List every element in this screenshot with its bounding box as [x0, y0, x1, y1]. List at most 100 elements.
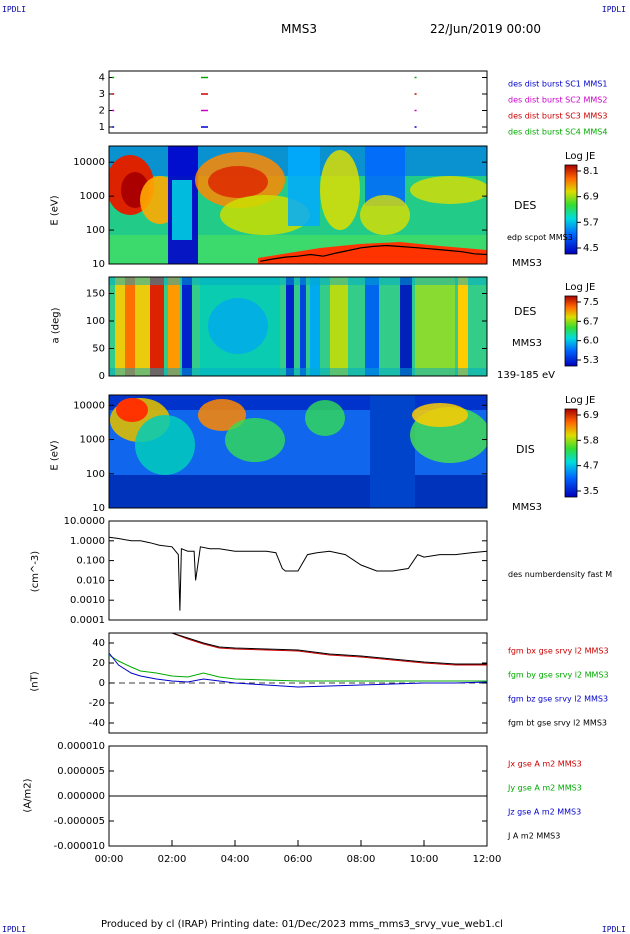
spacecraft-title: MMS3: [281, 22, 317, 36]
dis-energy-y-axis: 10 100 1000 10000: [73, 400, 487, 514]
des-pitch-y-axis: 0 50 100 150: [86, 289, 487, 382]
des-y-tick-label: 1000: [80, 191, 105, 202]
des-y-tick-label: 100: [86, 225, 105, 236]
dis-y-tick-label: 100: [86, 469, 105, 480]
pa-y-tick-label: 50: [92, 344, 105, 355]
bfield-series-line: [108, 654, 487, 682]
dis-y-tick-label: 1000: [80, 435, 105, 446]
dis_energy-colorbar: [564, 408, 578, 498]
bfield-legend-item: fgm by gse srvy l2 MMS3: [508, 671, 609, 680]
des_energy-colorbar: [564, 164, 578, 255]
dis-energy-spectrogram: [109, 395, 487, 508]
burst-legend-item: des dist burst SC4 MMS4: [508, 128, 607, 137]
des-pitch-ylabel: a (deg): [50, 307, 62, 344]
burst-y-tick-label: 4: [99, 73, 105, 84]
des-energy-y-axis: 10 100 1000 10000: [73, 157, 487, 270]
bfield-y-tick-label: -20: [89, 698, 105, 709]
current-y-tick-label: 0.000005: [57, 766, 105, 777]
des_pitch-cbar-title: Log JE: [565, 282, 595, 293]
bfield-legend: fgm bx gse srvy l2 MMS3 fgm by gse srvy l…: [508, 647, 609, 728]
bfield-series-line: [108, 652, 488, 688]
des_energy-cbar-tick-label: 8.1: [583, 166, 599, 177]
corner-logo-bottom-left: IPDLI: [2, 925, 27, 934]
pa-y-tick-label: 0: [99, 371, 105, 382]
current-ylabel: (A/m2): [22, 778, 34, 813]
burst-legend-item: des dist burst SC1 MMS1: [508, 80, 607, 89]
dens-y-tick-label: 0.010: [76, 575, 105, 586]
burst-legend: des dist burst SC1 MMS1 des dist burst SC…: [508, 80, 607, 137]
burst-legend-item: des dist burst SC2 MMS2: [508, 96, 607, 105]
density-series-line: [108, 536, 488, 611]
bfield-y-tick-label: -40: [89, 718, 105, 729]
des-pitch-sub: MMS3: [512, 338, 542, 349]
bfield-y-axis: -40 -20 0 20 40: [89, 638, 487, 729]
bfield-series: [108, 632, 488, 688]
corner-logo-top-left: IPDLI: [2, 5, 27, 14]
burst-marks: [112, 76, 417, 128]
density-legend: des numberdensity fast M: [508, 570, 613, 579]
bfield-series-line: [171, 632, 487, 665]
dis_energy-cbar-tick-label: 6.9: [583, 410, 599, 421]
current-y-tick-label: 0.000000: [57, 791, 105, 802]
corner-logo-top-right: IPDLI: [601, 5, 626, 14]
pa-y-tick-label: 150: [86, 289, 105, 300]
des_energy-cbar-tick-label: 6.9: [583, 192, 599, 203]
des_pitch-cbar-tick-label: 5.3: [583, 355, 599, 366]
dis-energy-ylabel: E (eV): [49, 440, 61, 471]
dis-energy-panel: 10 100 1000 10000: [73, 394, 488, 514]
dis_energy-cbar-tick-label: 4.7: [583, 461, 599, 472]
dis-energy-label: DIS: [516, 443, 535, 456]
burst-y-tick-label: 1: [99, 122, 105, 133]
bfield-ylabel: (nT): [29, 671, 41, 692]
burst-y-axis: 1 2 3 4: [99, 73, 487, 133]
bfield-legend-item: fgm bt gse srvy l2 MMS3: [508, 719, 607, 728]
des_pitch-cbar-tick-label: 6.0: [583, 336, 599, 347]
bfield-series-line: [171, 632, 487, 666]
dis-energy-sub: MMS3: [512, 502, 542, 513]
des_pitch-cbar-tick-label: 6.7: [583, 316, 599, 327]
dens-y-tick-label: 10.0000: [64, 516, 105, 527]
burst-y-tick-label: 2: [99, 106, 105, 117]
dens-y-tick-label: 1.0000: [70, 536, 105, 547]
dis-y-tick-label: 10: [92, 503, 105, 514]
current-y-tick-label: 0.000010: [57, 741, 105, 752]
current-panel: -0.000010 -0.000005 0.000000 0.000005 0.0000…: [54, 741, 582, 852]
pa-y-tick-label: 100: [86, 316, 105, 327]
current-y-tick-label: -0.000010: [54, 841, 105, 852]
current-legend-item: J A m2 MMS3: [507, 832, 560, 841]
des-energy-sub: MMS3: [512, 258, 542, 269]
dens-y-tick-label: 0.0010: [70, 595, 105, 606]
bfield-y-tick-label: 40: [92, 638, 105, 649]
current-y-tick-label: -0.000005: [54, 816, 105, 827]
des-pitch-frame: [108, 276, 488, 377]
bfield-legend-item: fgm bx gse srvy l2 MMS3: [508, 647, 609, 656]
date-title: 22/Jun/2019 00:00: [430, 22, 542, 36]
dis_energy-cbar-tick-label: 3.5: [583, 486, 599, 497]
burst-y-tick-label: 3: [99, 89, 105, 100]
des-energy-frame: [108, 145, 488, 265]
bfield-y-tick-label: 0: [99, 678, 105, 689]
des-y-tick-label: 10000: [73, 157, 105, 168]
des-pitch-range-label: 139-185 eV: [497, 370, 555, 381]
footer-credit: Produced by cl (IRAP) Printing date: 01/…: [101, 919, 503, 930]
x-tick-label: 10:00: [410, 854, 439, 865]
des_energy-cbar-tick-label: 4.5: [583, 243, 599, 254]
des_energy-cbar-tick-label: 5.7: [583, 217, 599, 228]
x-tick-label: 02:00: [158, 854, 187, 865]
bfield-legend-item: fgm bz gse srvy l2 MMS3: [508, 695, 608, 704]
density-y-axis: 0.0001 0.0010 0.010 0.100 1.0000 10.0000: [64, 516, 487, 626]
des-pitch-panel: 0 50 100 150: [86, 276, 488, 382]
time-x-axis: 00:00 02:00 04:00 06:00 08:00 10:00 12:00: [95, 840, 501, 865]
scpot-overlay-line: [260, 244, 487, 262]
current-legend-item: Jx gse A m2 MMS3: [507, 760, 582, 769]
colorbars: Log JE 8.1 6.9 5.7 4.5 Log JE 7.5 6.7 6.0 5.3 Log …: [564, 151, 599, 498]
burst-legend-item: des dist burst SC3 MMS3: [508, 112, 607, 121]
current-legend-item: Jy gse A m2 MMS3: [507, 784, 582, 793]
dis_energy-cbar-title: Log JE: [565, 395, 595, 406]
density-frame: [108, 520, 488, 621]
des_pitch-cbar-tick-label: 7.5: [583, 297, 599, 308]
des-pitch-spectrogram: [109, 277, 487, 376]
x-tick-label: 00:00: [95, 854, 124, 865]
